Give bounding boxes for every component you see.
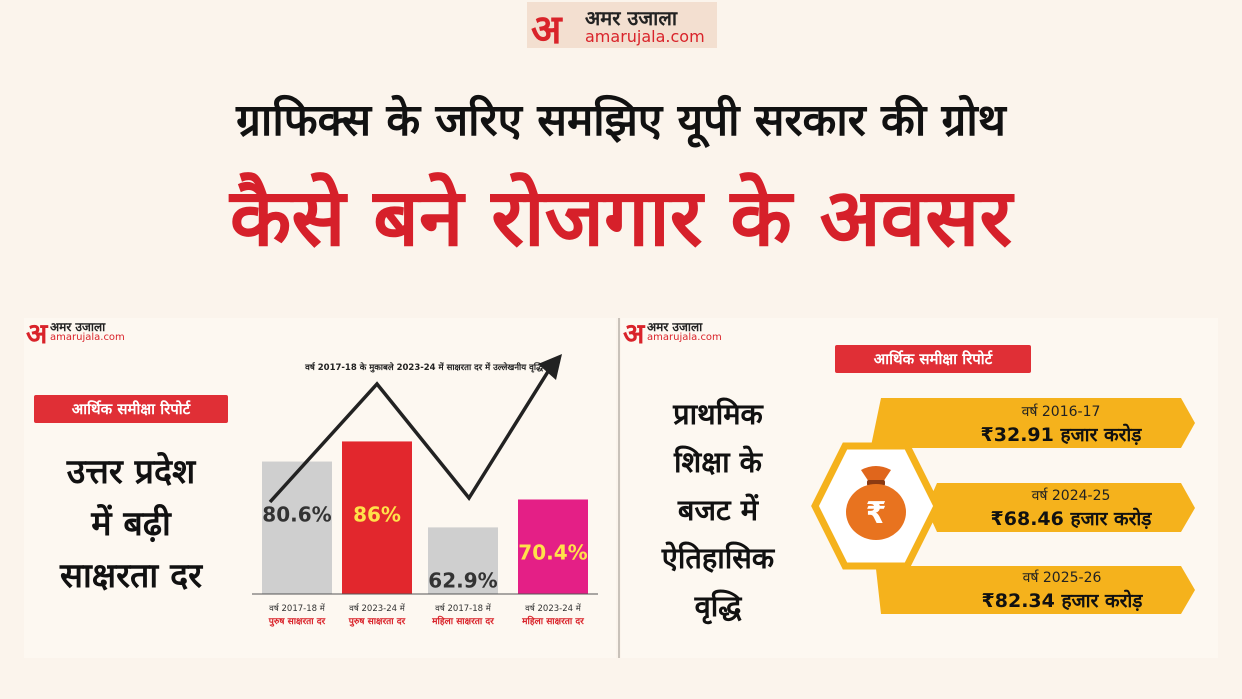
category-label: पुरुष साक्षरता दर	[348, 617, 406, 627]
budget-item: वर्ष 2025-26 ₹82.34 हजार करोड़	[947, 568, 1177, 613]
literacy-title: उत्तर प्रदेश में बढ़ी साक्षरता दर	[24, 446, 238, 602]
budget-amount: ₹82.34 हजार करोड़	[981, 590, 1143, 612]
bar-data-label: 70.4%	[518, 540, 587, 564]
logo-glyph: अ	[531, 7, 562, 53]
budget-year: वर्ष 2016-17	[1021, 404, 1101, 420]
category-year-label: वर्ष 2017-18 में	[269, 603, 326, 614]
category-label: पुरुष साक्षरता दर	[268, 617, 326, 627]
chart-title: वर्ष 2017-18 के मुकाबले 2023-24 में साक्…	[304, 362, 544, 373]
bar-data-label: 80.6%	[262, 503, 331, 527]
panel-logo: अ अमर उजाला amarujala.com	[26, 317, 136, 350]
chart-bar	[342, 441, 412, 594]
headline-secondary: कैसे बने रोजगार के अवसर	[229, 171, 1013, 264]
panel-logo: अ अमर उजाला amarujala.com	[623, 317, 733, 350]
budget-title-line: बजट में	[677, 493, 759, 527]
report-badge: आर्थिक समीक्षा रिपोर्ट	[835, 345, 1031, 373]
budget-title-line: प्राथमिक	[673, 397, 763, 431]
logo-english-text: amarujala.com	[50, 332, 125, 343]
budget-arrow	[871, 398, 1195, 448]
bar-data-label: 86%	[353, 502, 401, 526]
chart-bar	[428, 527, 498, 594]
logo-hindi-text: अमर उजाला	[50, 320, 106, 334]
category-label: महिला साक्षरता दर	[521, 615, 584, 627]
literacy-bar-chart: 80.6% वर्ष 2017-18 में पुरुष साक्षरता दर 86…	[252, 354, 598, 627]
budget-title: प्राथमिक शिक्षा के बजट में ऐतिहासिक वृद्…	[621, 390, 815, 630]
budget-item: वर्ष 2024-25 ₹68.46 हजार करोड़	[961, 486, 1181, 531]
logo-hindi-text: अमर उजाला	[647, 320, 703, 334]
logo-hindi-text: अमर उजाला	[585, 6, 678, 30]
budget-panel: अ अमर उजाला amarujala.com आर्थिक समीक्षा…	[621, 317, 1218, 658]
logo-english-text: amarujala.com	[647, 332, 722, 343]
trend-arrowhead	[538, 354, 562, 380]
bar-data-label: 62.9%	[428, 568, 497, 592]
category-label: महिला साक्षरता दर	[431, 615, 494, 627]
literacy-title-line: उत्तर प्रदेश	[66, 452, 196, 492]
budget-infographic: ₹	[811, 398, 1195, 614]
budget-arrow	[871, 524, 1195, 614]
report-badge: आर्थिक समीक्षा रिपोर्ट	[34, 395, 228, 423]
category-year-label: वर्ष 2023-24 में	[349, 603, 406, 614]
logo-english-text: amarujala.com	[585, 27, 705, 46]
budget-title-line: वृद्धि	[694, 589, 742, 623]
trend-line	[268, 369, 551, 504]
panel-divider	[618, 318, 620, 658]
budget-year: वर्ष 2025-26	[1022, 570, 1102, 586]
site-logo[interactable]: अ अमर उजाला amarujala.com	[527, 2, 717, 53]
budget-title-line: शिक्षा के	[674, 445, 762, 479]
literacy-title-line: साक्षरता दर	[59, 556, 203, 596]
budget-item: वर्ष 2016-17 ₹32.91 हजार करोड़	[951, 402, 1171, 447]
budget-arrow	[926, 483, 1195, 532]
budget-amount: ₹68.46 हजार करोड़	[990, 508, 1152, 530]
logo-glyph: अ	[623, 317, 645, 350]
svg-text:₹: ₹	[866, 496, 887, 531]
money-bag-rupee-icon: ₹	[846, 466, 906, 540]
headline-primary: ग्राफिक्स के जरिए समझिए यूपी सरकार की ग्…	[236, 95, 1006, 146]
chart-bar	[262, 461, 332, 594]
literacy-title-line: में बढ़ी	[91, 504, 171, 544]
budget-title-line: ऐतिहासिक	[661, 541, 775, 575]
category-year-label: वर्ष 2017-18 में	[435, 603, 492, 614]
literacy-panel: अ अमर उजाला amarujala.com आर्थिक समीक्षा…	[24, 317, 616, 658]
chart-bar	[518, 499, 588, 594]
budget-amount: ₹32.91 हजार करोड़	[980, 424, 1142, 446]
budget-year: वर्ष 2024-25	[1031, 488, 1111, 504]
category-year-label: वर्ष 2023-24 में	[525, 603, 582, 614]
logo-glyph: अ	[26, 317, 48, 350]
